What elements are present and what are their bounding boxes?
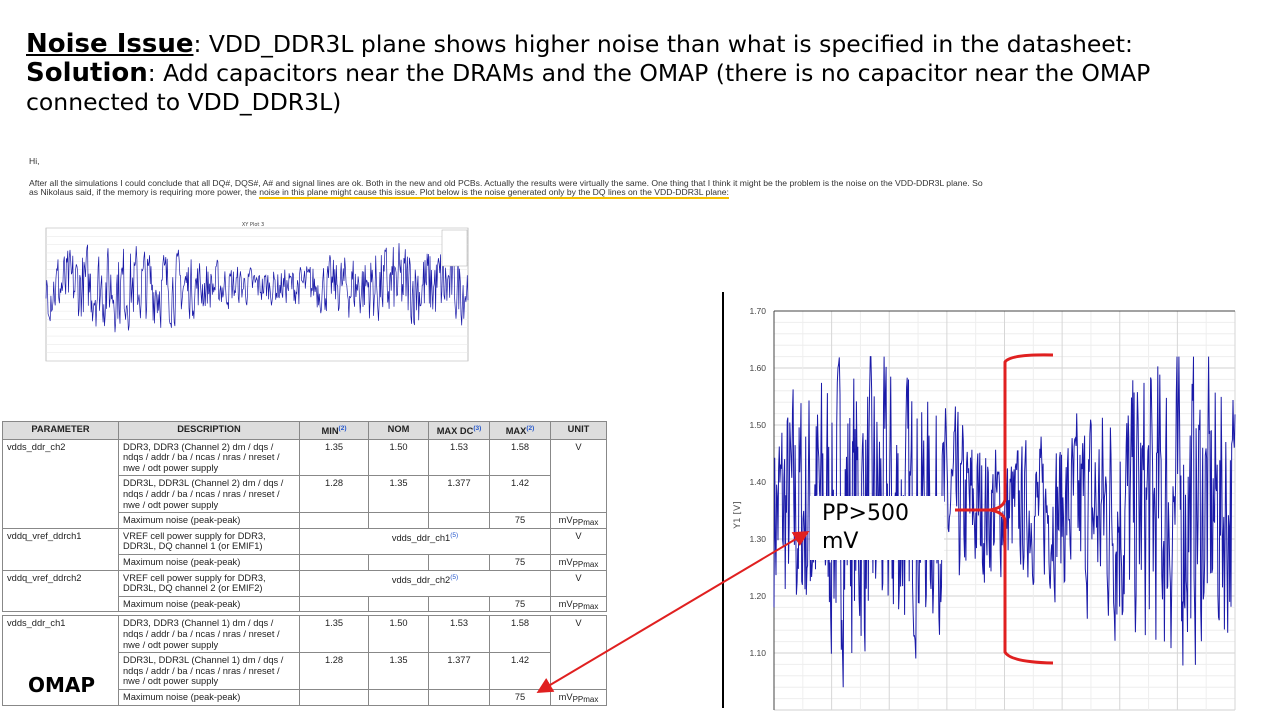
desc: DDR3L, DDR3L (Channel 2) dm / dqs / ndqs… [118, 475, 300, 514]
email-excerpt: Hi, After all the simulations I could co… [29, 156, 989, 200]
min: 1.35 [299, 615, 369, 654]
y-tick-label: 1.20 [749, 591, 766, 601]
max: 75 [489, 688, 551, 706]
nom: 1.35 [368, 475, 429, 514]
solution-text: : Add capacitors near the DRAMs and the … [26, 59, 1151, 116]
y-tick-label: 1.40 [749, 477, 766, 487]
param-name: vdds_ddr_ch1 [2, 615, 119, 706]
max: 1.42 [489, 652, 551, 690]
y-tick-label: 1.10 [749, 648, 766, 658]
table-row: DDR3L, DDR3L (Channel 1) dm / dqs / ndqs… [3, 652, 607, 690]
desc: DDR3, DDR3 (Channel 1) dm / dqs / ndqs /… [118, 615, 300, 654]
small-plot-legend [441, 229, 468, 267]
table-row: DDR3L, DDR3L (Channel 2) dm / dqs / ndqs… [3, 475, 607, 514]
table-row: vddq_vref_ddrch2 VREF cell power supply … [2, 569, 607, 613]
header-min: MIN(2) [299, 421, 369, 440]
desc: Maximum noise (peak-peak) [118, 512, 300, 529]
unit: mVPPmax [550, 688, 607, 706]
min: 1.28 [299, 475, 369, 514]
header-nom: NOM [368, 421, 429, 440]
max: 1.58 [489, 615, 551, 654]
noise-issue-label: Noise Issue [26, 29, 194, 59]
y-tick-label: 1.30 [749, 534, 766, 544]
unit: V [550, 527, 607, 556]
y-tick-label: 1.70 [749, 306, 766, 316]
email-body: After all the simulations I could conclu… [29, 177, 983, 198]
small-noise-plot: XY Plot 3 [45, 222, 469, 362]
desc: VREF cell power supply for DDR3, DDR3L, … [118, 527, 300, 556]
maxdc: 1.377 [428, 652, 490, 690]
unit: V [550, 569, 607, 597]
value: vdds_ddr_ch1(5) [299, 527, 551, 556]
nom: 1.35 [368, 652, 429, 690]
y-axis-label: Y1 [V] [733, 501, 743, 529]
max: 75 [489, 512, 551, 529]
nom: 1.50 [368, 438, 429, 477]
table-row: vdds_ddr_ch2 DDR3, DDR3 (Channel 2) dm /… [2, 438, 607, 529]
slide-title: Noise Issue: VDD_DDR3L plane shows highe… [26, 30, 1256, 117]
max: 1.42 [489, 475, 551, 514]
unit: mVPPmax [550, 554, 607, 571]
table-header: PARAMETER DESCRIPTION MIN(2) NOM MAX DC(… [2, 421, 607, 440]
param-name: vddq_vref_ddrch1 [2, 527, 119, 571]
param-name: vddq_vref_ddrch2 [2, 569, 119, 613]
email-highlight: noise in this plane might cause this iss… [259, 187, 729, 200]
table-row: Maximum noise (peak-peak) 75 mVPPmax [3, 595, 607, 613]
value: vdds_ddr_ch2(5) [299, 569, 551, 597]
desc: Maximum noise (peak-peak) [118, 595, 300, 613]
nom: 1.50 [368, 615, 429, 654]
desc: VREF cell power supply for DDR3, DDR3L, … [118, 569, 300, 597]
desc: DDR3L, DDR3L (Channel 1) dm / dqs / ndqs… [118, 652, 300, 690]
noise-issue-text: : VDD_DDR3L plane shows higher noise tha… [193, 30, 1133, 58]
annotation-line2: mV [822, 529, 859, 554]
small-plot-title: XY Plot 3 [242, 222, 264, 228]
solution-label: Solution [26, 58, 148, 88]
table-row: vddq_vref_ddrch1 VREF cell power supply … [2, 527, 607, 571]
desc: Maximum noise (peak-peak) [118, 554, 300, 571]
unit-subscript: PPmax [572, 694, 599, 704]
spec-table: PARAMETER DESCRIPTION MIN(2) NOM MAX DC(… [2, 421, 607, 706]
email-greeting: Hi, [29, 156, 40, 166]
param-name: vdds_ddr_ch2 [2, 438, 119, 529]
y-tick-label: 1.50 [749, 420, 766, 430]
header-description: DESCRIPTION [118, 421, 300, 440]
annotation-line1: PP>500 [822, 501, 909, 526]
table-row: vdds_ddr_ch1 DDR3, DDR3 (Channel 1) dm /… [2, 615, 607, 706]
small-plot-series [45, 243, 469, 333]
maxdc: 1.53 [428, 438, 490, 477]
unit: mVPPmax [550, 595, 607, 613]
unit: V [550, 438, 607, 514]
y-tick-label: 1.60 [749, 363, 766, 373]
omap-label: OMAP [28, 673, 96, 697]
header-max: MAX(2) [489, 421, 551, 440]
desc: DDR3, DDR3 (Channel 2) dm / dqs / ndqs /… [118, 438, 300, 477]
pp-annotation-box: PP>500 mV [810, 496, 944, 560]
noise-plot: 1.70 1.60 1.50 1.40 1.30 1.20 1.10 Y1 [V] [733, 306, 1236, 711]
divider-line [722, 292, 724, 708]
maxdc: 1.377 [428, 475, 490, 514]
maxdc: 1.53 [428, 615, 490, 654]
unit: V [550, 615, 607, 690]
header-unit: UNIT [550, 421, 607, 440]
table-row: Maximum noise (peak-peak) 75 mVPPmax [3, 512, 607, 529]
header-maxdc: MAX DC(3) [428, 421, 490, 440]
max: 75 [489, 595, 551, 613]
header-parameter: PARAMETER [2, 421, 119, 440]
desc: Maximum noise (peak-peak) [118, 688, 300, 706]
max: 1.58 [489, 438, 551, 477]
max: 75 [489, 554, 551, 571]
unit: mVPPmax [550, 512, 607, 529]
min: 1.35 [299, 438, 369, 477]
min: 1.28 [299, 652, 369, 690]
table-row: Maximum noise (peak-peak) 75 mVPPmax [3, 688, 607, 706]
